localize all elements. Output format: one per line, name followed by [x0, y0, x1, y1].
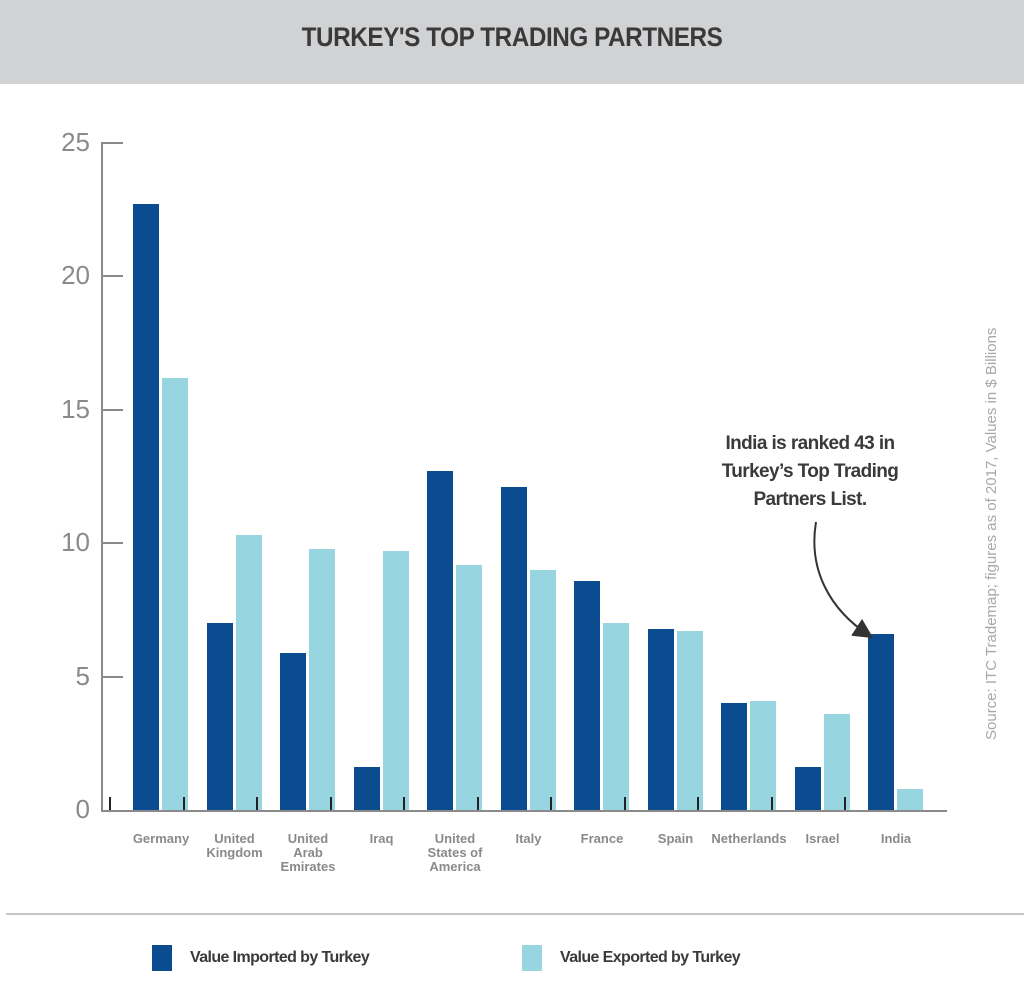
bar-exported-spain — [676, 631, 703, 810]
annotation-line: Turkey’s Top Trading — [721, 461, 899, 482]
x-tick-label: United Kingdom — [206, 831, 263, 860]
bar-imported-spain — [647, 628, 674, 810]
x-tick — [476, 797, 479, 810]
bar-exported-united-states-of-america — [456, 564, 482, 810]
annotation-line: India is ranked 43 in — [725, 433, 895, 454]
legend-item-imported: Value Imported by Turkey — [152, 945, 370, 971]
x-tick-label: Germany — [132, 831, 190, 846]
bar-imported-iraq — [353, 767, 380, 810]
bar-exported-italy — [529, 569, 556, 810]
y-axis — [101, 143, 103, 811]
y-tick-label: 25 — [61, 127, 90, 157]
x-tick — [329, 797, 332, 810]
x-tick — [770, 797, 773, 810]
bar-imported-italy — [500, 487, 527, 810]
x-tick — [109, 797, 111, 810]
x-tick — [844, 797, 846, 810]
bar-imported-france — [574, 580, 600, 810]
x-axis — [101, 810, 947, 812]
legend-item-exported: Value Exported by Turkey — [522, 945, 741, 971]
bar-imported-germany — [133, 204, 159, 810]
source-note: Source: ITC Trademap; figures as of 2017… — [983, 327, 1000, 740]
legend-swatch-imported — [152, 945, 172, 971]
x-tick-label: India — [880, 831, 912, 846]
x-tick-label: Italy — [515, 831, 542, 846]
bar-chart: 0 5 10 15 20 25 Germany United Kingdom United Ara… — [61, 127, 1000, 874]
bar-exported-india — [897, 788, 923, 810]
x-tick — [256, 797, 258, 810]
india-annotation: India is ranked 43 in Turkey’s Top Tradi… — [700, 430, 920, 514]
y-tick — [101, 142, 123, 144]
y-tick-label: 0 — [75, 794, 90, 824]
bar-exported-united-kingdom — [235, 535, 262, 810]
bar-exported-germany — [162, 377, 188, 810]
x-tick-label: Spain — [657, 831, 694, 846]
x-tick — [623, 797, 626, 810]
x-tick — [550, 797, 552, 810]
y-tick — [101, 542, 123, 545]
bar-imported-netherlands — [721, 703, 747, 810]
y-tick-label: 10 — [61, 527, 90, 558]
y-tick-label: 20 — [61, 260, 90, 291]
x-tick-label: France — [580, 831, 624, 846]
legend-divider — [6, 913, 1024, 915]
x-tick-label: United Arab Emirates — [280, 831, 336, 874]
x-tick — [403, 797, 405, 810]
bar-imported-united-states-of-america — [427, 471, 453, 810]
bar-exported-united-arab-emirates — [309, 548, 335, 810]
annotation-line: Partners List. — [753, 489, 867, 510]
bar-imported-israel — [794, 767, 821, 810]
x-tick-label: Iraq — [369, 831, 394, 846]
y-tick-label: 15 — [61, 393, 90, 424]
bar-exported-netherlands — [750, 700, 776, 810]
x-tick-label: United States of America — [427, 831, 483, 874]
y-tick — [101, 275, 123, 278]
bar-imported-united-kingdom — [206, 623, 233, 810]
legend-swatch-exported — [522, 945, 542, 971]
bar-imported-united-arab-emirates — [280, 652, 306, 810]
title-banner: TURKEY'S TOP TRADING PARTNERS — [0, 0, 1024, 84]
annotation-arrow-icon — [813, 521, 874, 639]
bar-exported-iraq — [382, 551, 409, 810]
x-tick-label: Netherlands — [711, 831, 787, 846]
x-tick — [697, 797, 699, 810]
bar-exported-france — [603, 623, 629, 810]
x-tick — [182, 797, 185, 810]
legend-label-imported: Value Imported by Turkey — [190, 949, 370, 966]
chart-title: TURKEY'S TOP TRADING PARTNERS — [301, 22, 723, 52]
bar-exported-israel — [823, 713, 850, 810]
y-tick — [101, 675, 123, 678]
bar-imported-india — [868, 633, 894, 810]
y-tick — [101, 408, 123, 411]
y-tick-label: 5 — [75, 660, 90, 691]
legend-label-exported: Value Exported by Turkey — [560, 949, 741, 966]
x-tick-label: Israel — [805, 831, 840, 846]
